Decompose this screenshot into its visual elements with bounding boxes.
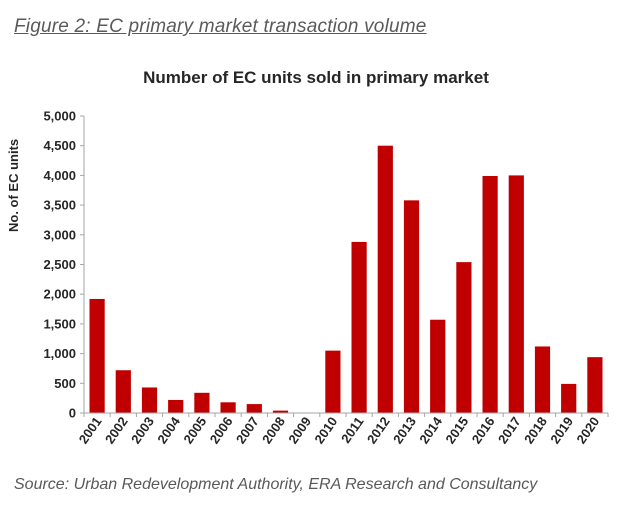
y-tick-label: 4,000: [43, 168, 76, 183]
y-tick-label: 5,000: [43, 109, 76, 124]
bar-2002: [115, 370, 131, 413]
bar-2005: [194, 392, 210, 413]
x-tick-label: 2009: [285, 414, 314, 446]
bar-2018: [534, 346, 551, 413]
x-tick-label: 2013: [390, 414, 419, 446]
source-note: Source: Urban Redevelopment Authority, E…: [14, 476, 538, 493]
y-tick-label: 1,000: [43, 346, 76, 361]
x-tick-label: 2006: [207, 414, 236, 446]
y-tick-label: 2,500: [43, 257, 76, 272]
x-tick-label: 2017: [495, 414, 524, 446]
bar-2013: [403, 200, 420, 413]
x-tick-label: 2020: [573, 414, 602, 446]
y-tick-label: 500: [54, 376, 76, 391]
bar-2011: [351, 241, 367, 413]
x-tick-label: 2019: [547, 414, 576, 446]
bar-2006: [220, 402, 236, 413]
bar-2014: [430, 319, 446, 413]
bar-2010: [325, 350, 341, 413]
bar-2007: [246, 404, 262, 413]
bar-2012: [377, 145, 393, 413]
x-tick-label: 2010: [311, 414, 340, 446]
figure-caption: Figure 2: EC primary market transaction …: [14, 16, 427, 37]
bar-2008: [272, 410, 289, 413]
x-tick-label: 2002: [102, 414, 131, 446]
bar-2001: [89, 298, 105, 413]
y-tick-label: 2,000: [43, 287, 76, 302]
y-tick-label: 3,000: [43, 227, 76, 242]
y-tick-label: 4,500: [43, 138, 76, 153]
x-tick-label: 2007: [233, 414, 262, 446]
x-tick-label: 2016: [469, 414, 498, 446]
x-tick-label: 2005: [180, 414, 209, 446]
bar-2004: [168, 399, 184, 413]
x-tick-label: 2008: [259, 414, 288, 446]
bar-chart: 0 500 1,000 1,500 2,000 2,500 3,000 3,500 4,000 4…: [43, 109, 609, 446]
bar-2020: [587, 357, 603, 413]
bar-2017: [508, 175, 524, 413]
x-tick-label: 2015: [442, 414, 471, 446]
x-tick-label: 2018: [521, 414, 550, 446]
x-tick-label: 2011: [338, 414, 366, 446]
bar-2003: [141, 387, 158, 413]
x-tick-label: 2014: [416, 413, 445, 446]
x-tick-label: 2012: [364, 414, 393, 446]
chart-title: Number of EC units sold in primary marke…: [143, 68, 489, 87]
bar-2015: [456, 262, 472, 413]
y-tick-label: 0: [69, 406, 76, 421]
bar-2016: [482, 175, 498, 413]
x-tick-label: 2003: [128, 414, 157, 446]
x-tick-label: 2001: [76, 414, 105, 446]
y-tick-label: 3,500: [43, 198, 76, 213]
x-tick-label: 2004: [154, 413, 183, 446]
y-tick-label: 1,500: [43, 316, 76, 331]
bar-2019: [561, 383, 577, 413]
